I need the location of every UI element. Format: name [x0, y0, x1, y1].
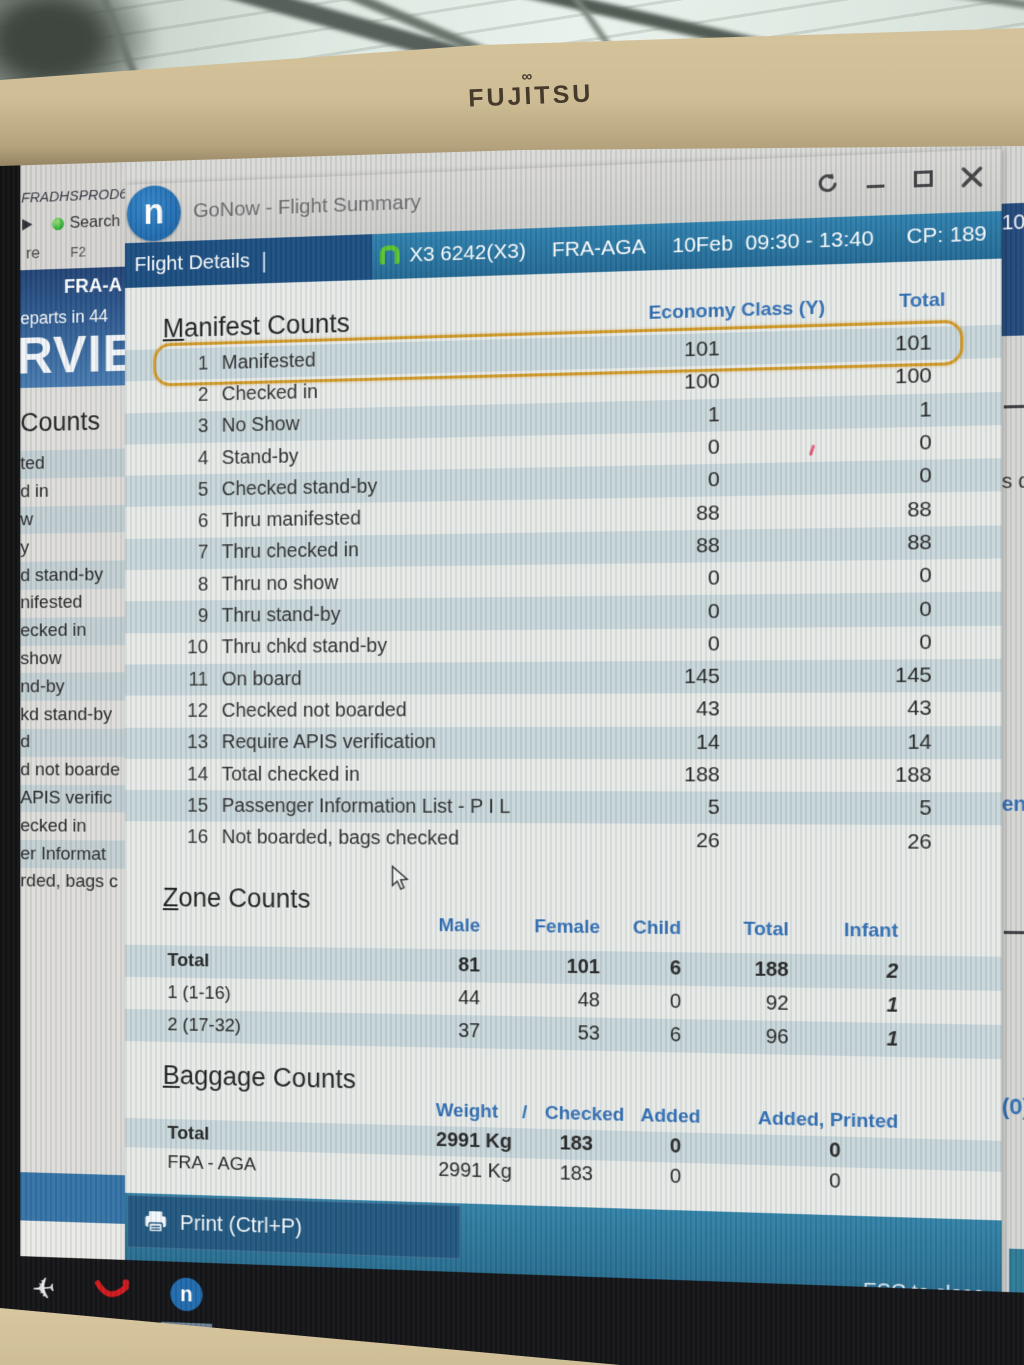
column-header-total: Total [743, 918, 789, 941]
fujitsu-brand-text: FUJITSU [467, 79, 594, 113]
fujitsu-logo: ∞ FUJITSU [467, 68, 594, 113]
column-header-economy: Economy Class (Y) [648, 297, 826, 324]
overview-fragment: RVIE [20, 323, 125, 386]
flight-details-label: Flight Details [134, 249, 250, 277]
list-item: ted [20, 448, 125, 479]
manifest-table: 1 Manifested 101 101 2 Checked in 100 100 3 No … [124, 324, 1002, 859]
list-item: APIS verific [20, 784, 125, 813]
close-icon[interactable] [959, 164, 984, 190]
column-header-slash: / [521, 1101, 528, 1124]
counts-heading-fragment: Counts [20, 406, 101, 438]
print-button[interactable]: Print (Ctrl+P) [126, 1194, 461, 1260]
column-header-infant: Infant [844, 919, 899, 942]
list-item: d not boarde [20, 759, 120, 781]
column-header-male: Male [438, 914, 481, 937]
list-item: ecked in [20, 616, 125, 646]
manifest-row[interactable]: 13 Require APIS verification 14 14 [124, 725, 1002, 760]
column-header-added: Added [640, 1104, 701, 1128]
manifest-row[interactable]: 16 Not boarded, bags checked 26 26 [187, 826, 932, 854]
flight-time: 09:30 - 13:40 [745, 226, 874, 255]
refresh-icon[interactable] [815, 170, 840, 196]
list-item: kd stand-by [20, 704, 113, 725]
manifest-counts-heading: Manifest Counts [162, 308, 350, 344]
background-left-rows: ted d in w y d stand-by nifested ecked i… [20, 448, 125, 897]
route-fragment: FRA-A [63, 274, 123, 298]
airplane-icon[interactable]: ✈ [30, 1272, 57, 1306]
manifest-row[interactable]: 12 Checked not boarded 43 43 [187, 696, 932, 722]
flight-number: X3 6242(X3) [409, 239, 526, 267]
minimize-icon[interactable] [863, 168, 888, 194]
list-item: d [20, 728, 125, 757]
label-fragment: re [25, 243, 40, 263]
list-item: y [20, 537, 30, 558]
column-header-checked: Checked [544, 1102, 625, 1126]
f2-shortcut-label: F2 [70, 243, 86, 260]
flight-date: 10Feb [672, 232, 733, 258]
zone-counts-heading: Zone Counts [162, 882, 311, 914]
baggage-counts-heading: Baggage Counts [162, 1060, 356, 1094]
background-left-flight-band: FRA-A eparts in 44 RVIE [20, 266, 125, 389]
status-dot-icon [51, 216, 65, 230]
cp-count: CP: 189 [906, 221, 987, 249]
tui-logo-icon[interactable] [93, 1270, 132, 1312]
column-header-added-printed: Added, Printed [757, 1107, 899, 1133]
divider [1003, 930, 1024, 935]
list-item: w [20, 504, 125, 535]
mouse-cursor [390, 865, 412, 896]
background-left-footer-bar [20, 1172, 125, 1224]
maximize-icon[interactable] [911, 166, 936, 192]
text-fragment: (0) [1001, 1093, 1024, 1120]
value-fragment: 101 [1001, 210, 1024, 235]
column-header-weight: Weight [435, 1099, 499, 1123]
manifest-row[interactable]: 14 Total checked in 188 188 [187, 763, 932, 787]
divider [1003, 404, 1024, 409]
separator: | [261, 247, 267, 273]
column-header-total: Total [899, 289, 946, 313]
text-fragment: ents [1001, 793, 1024, 817]
list-item: nd-by [20, 672, 125, 702]
background-window-right[interactable]: 101 1 s du ents (0) [999, 132, 1024, 1365]
screen-content: FRADHSPROD6 Search re F2 FRA-A eparts in… [20, 132, 1024, 1365]
column-header-female: Female [534, 916, 601, 938]
column-header-child: Child [632, 917, 682, 939]
background-right-header: 101 1 [999, 202, 1024, 337]
list-item: nifested [20, 592, 83, 614]
monitor-screen: FRADHSPROD6 Search re F2 FRA-A eparts in… [0, 132, 1024, 1365]
dialog-body: Manifest Counts Economy Class (Y) Total … [124, 258, 1002, 1221]
text-fragment: s du [1001, 469, 1024, 494]
manifest-row[interactable]: 11 On board 145 145 [124, 658, 1002, 696]
background-left-header: FRADHSPROD6 Search re F2 [20, 160, 128, 271]
list-item: ecked in [20, 815, 87, 837]
flight-route: FRA-AGA [551, 235, 646, 262]
list-item: d stand-by [20, 560, 125, 590]
print-label: Print (Ctrl+P) [179, 1210, 303, 1239]
list-item: show [20, 648, 62, 670]
pointer-icon [22, 218, 33, 231]
system-label: FRADHSPROD6 [21, 185, 128, 207]
search-label[interactable]: Search [69, 211, 121, 232]
gonow-logo-icon: n [126, 184, 181, 243]
list-item: er Informat [20, 840, 125, 869]
background-window-left[interactable]: FRADHSPROD6 Search re F2 FRA-A eparts in… [20, 160, 128, 1349]
printer-icon [145, 1211, 167, 1234]
zone-counts-header: Zone Counts Male Female Child Total Infa… [125, 882, 1002, 956]
gonow-taskbar-icon[interactable]: n [167, 1273, 207, 1316]
window-title: GoNow - Flight Summary [193, 190, 421, 223]
manifest-row[interactable]: 10 Thru chkd stand-by 0 0 [187, 630, 932, 659]
flight-summary-window: n GoNow - Flight Summary [124, 148, 1002, 1321]
list-item: rded, bags c [20, 871, 118, 893]
list-item: d in [20, 481, 49, 503]
airline-logo-icon [379, 243, 402, 268]
window-controls [815, 164, 985, 195]
zone-table: Total 81 101 6 188 2 1 (1-16) 44 48 0 92 1 2 (17-3… [124, 944, 1002, 1059]
